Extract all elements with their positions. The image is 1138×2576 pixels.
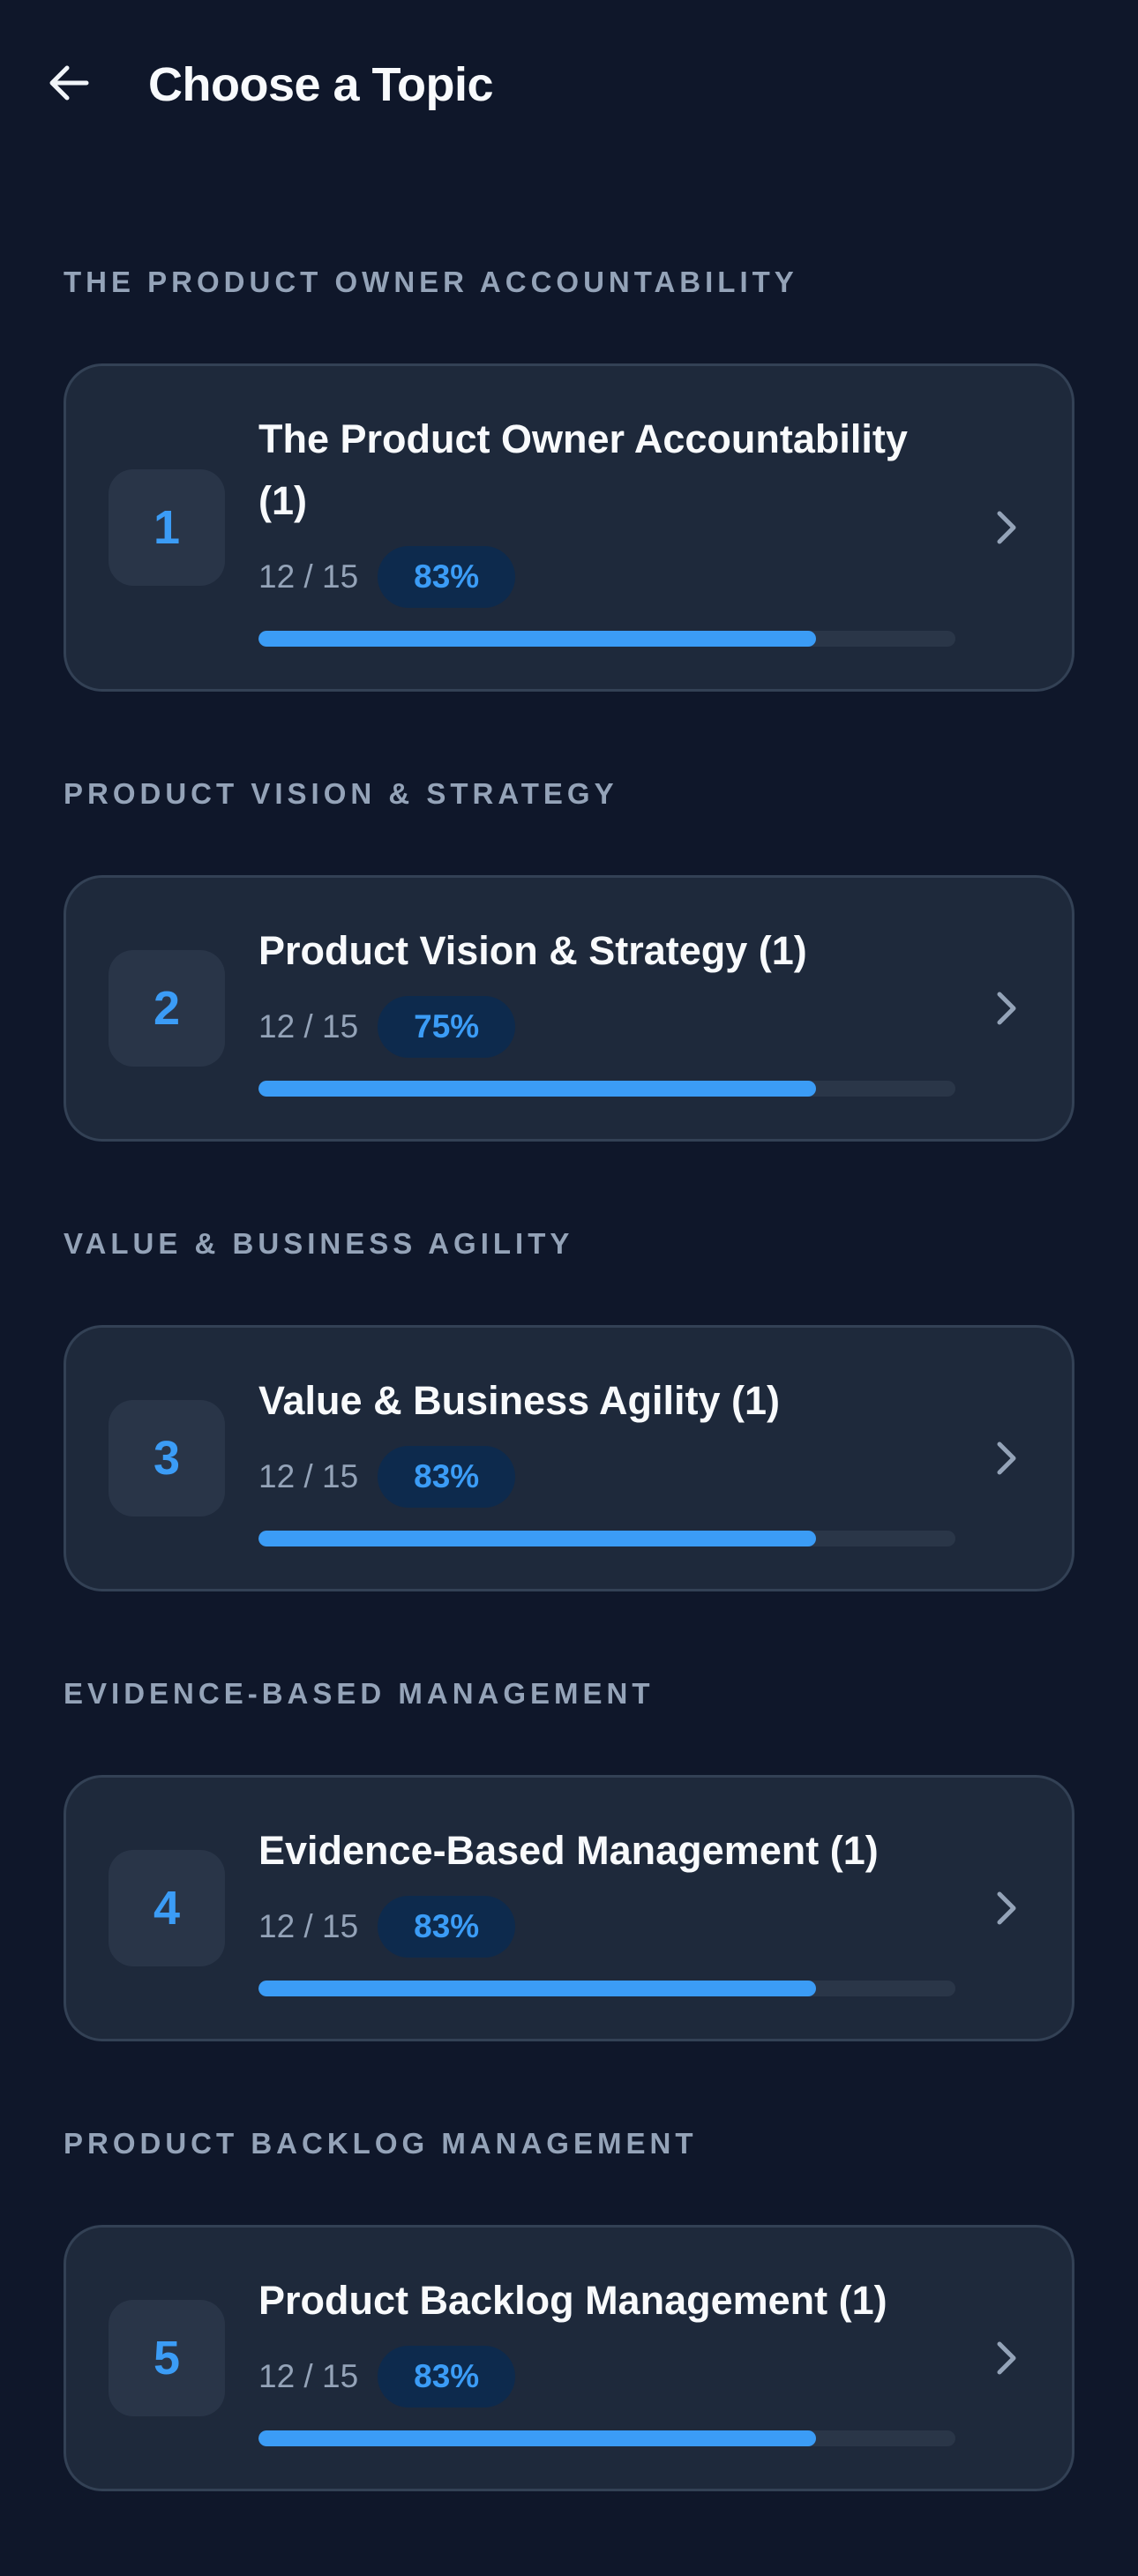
topic-meta: 12 / 15 83%	[258, 1896, 955, 1958]
progress-bar-fill	[258, 2430, 816, 2446]
topic-card[interactable]: 1 The Product Owner Accountability (1) 1…	[64, 363, 1074, 692]
progress-bar-fill	[258, 1081, 816, 1097]
topic-number: 3	[109, 1400, 225, 1516]
topic-card-body: Evidence-Based Management (1) 12 / 15 83…	[258, 1820, 955, 1996]
topic-card[interactable]: 2 Product Vision & Strategy (1) 12 / 15 …	[64, 875, 1074, 1142]
topic-title: Value & Business Agility (1)	[258, 1378, 780, 1423]
topic-section: VALUE & BUSINESS AGILITY 3 Value & Busin…	[64, 1226, 1074, 1591]
topic-title: Product Backlog Management (1)	[258, 2278, 887, 2323]
topic-card-body: Product Vision & Strategy (1) 12 / 15 75…	[258, 920, 955, 1097]
topic-card-body: Value & Business Agility (1) 12 / 15 83%	[258, 1370, 955, 1546]
progress-bar	[258, 1981, 955, 1996]
chevron-right-icon	[997, 992, 1016, 1025]
topic-card-body: Product Backlog Management (1) 12 / 15 8…	[258, 2270, 955, 2446]
topic-meta: 12 / 15 83%	[258, 546, 955, 608]
topic-title: Evidence-Based Management (1)	[258, 1828, 879, 1873]
question-count: 12 / 15	[258, 1908, 359, 1944]
topic-card[interactable]: 4 Evidence-Based Management (1) 12 / 15 …	[64, 1775, 1074, 2041]
question-count: 12 / 15	[258, 1008, 359, 1045]
score-badge: 83%	[378, 546, 516, 608]
score-badge: 83%	[378, 2346, 516, 2408]
topic-number: 2	[109, 950, 225, 1067]
chevron-right-icon	[997, 511, 1016, 544]
topic-card[interactable]: 3 Value & Business Agility (1) 12 / 15 8…	[64, 1325, 1074, 1591]
topic-card[interactable]: 5 Product Backlog Management (1) 12 / 15…	[64, 2225, 1074, 2491]
topic-number: 1	[109, 469, 225, 586]
topic-section: EVIDENCE-BASED MANAGEMENT 4 Evidence-Bas…	[64, 1676, 1074, 2041]
progress-bar	[258, 2430, 955, 2446]
topic-section: THE PRODUCT OWNER ACCOUNTABILITY 1 The P…	[64, 265, 1074, 692]
question-count: 12 / 15	[258, 2358, 359, 2394]
progress-bar-fill	[258, 1531, 816, 1546]
back-button[interactable]	[44, 58, 94, 108]
chevron-right-icon	[997, 1891, 1016, 1925]
question-count: 12 / 15	[258, 1458, 359, 1494]
topic-meta: 12 / 15 83%	[258, 1446, 955, 1508]
progress-bar	[258, 1081, 955, 1097]
page-title: Choose a Topic	[148, 58, 494, 111]
topic-title: The Product Owner Accountability (1)	[258, 416, 908, 523]
score-badge: 83%	[378, 1446, 516, 1508]
topic-section: PRODUCT VISION & STRATEGY 2 Product Visi…	[64, 776, 1074, 1142]
chevron-right-icon	[997, 2341, 1016, 2375]
progress-bar-fill	[258, 631, 816, 647]
section-title: VALUE & BUSINESS AGILITY	[64, 1227, 574, 1260]
progress-bar	[258, 1531, 955, 1546]
score-badge: 75%	[378, 996, 516, 1058]
arrow-left-icon	[49, 65, 89, 101]
topic-meta: 12 / 15 75%	[258, 996, 955, 1058]
score-badge: 83%	[378, 1896, 516, 1958]
topic-number: 4	[109, 1850, 225, 1966]
section-title: PRODUCT BACKLOG MANAGEMENT	[64, 2127, 698, 2160]
topic-list: THE PRODUCT OWNER ACCOUNTABILITY 1 The P…	[64, 265, 1074, 2576]
question-count: 12 / 15	[258, 558, 359, 595]
section-title: THE PRODUCT OWNER ACCOUNTABILITY	[64, 266, 798, 298]
topic-section: PRODUCT BACKLOG MANAGEMENT 5 Product Bac…	[64, 2126, 1074, 2491]
app-header: Choose a Topic	[0, 0, 1138, 173]
topic-title: Product Vision & Strategy (1)	[258, 928, 807, 973]
chevron-right-icon	[997, 1442, 1016, 1475]
section-title: PRODUCT VISION & STRATEGY	[64, 777, 618, 810]
topic-number: 5	[109, 2300, 225, 2416]
progress-bar	[258, 631, 955, 647]
progress-bar-fill	[258, 1981, 816, 1996]
topic-card-body: The Product Owner Accountability (1) 12 …	[258, 408, 955, 647]
section-title: EVIDENCE-BASED MANAGEMENT	[64, 1677, 655, 1710]
topic-meta: 12 / 15 83%	[258, 2346, 955, 2408]
